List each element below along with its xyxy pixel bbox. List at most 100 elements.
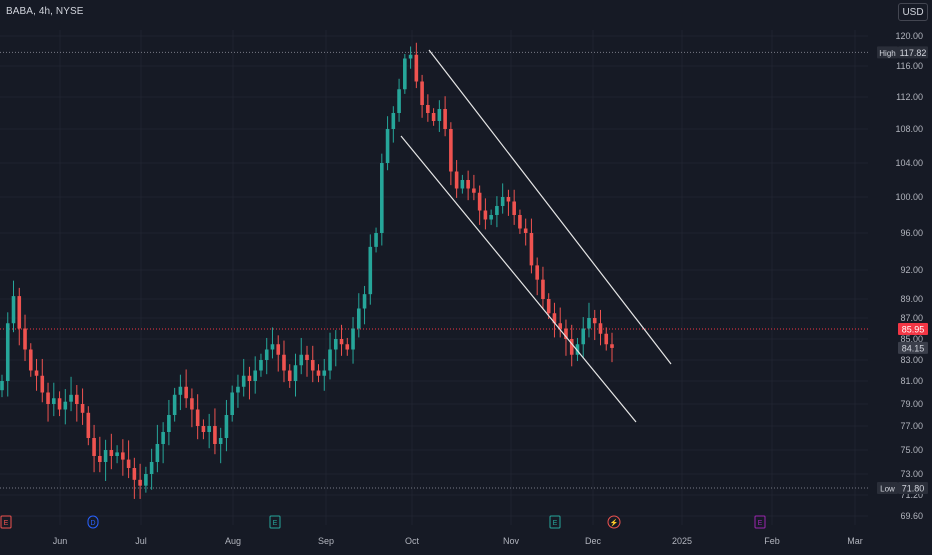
candle-body xyxy=(241,375,246,387)
candle-body xyxy=(397,89,401,113)
candle-body xyxy=(535,265,539,280)
candle-body xyxy=(477,192,482,211)
candle-body xyxy=(115,452,119,456)
candle-body xyxy=(172,394,177,415)
candle-body xyxy=(63,401,68,410)
y-tick-label: 77.00 xyxy=(900,421,923,431)
event-icon-glyph: E xyxy=(4,520,9,527)
event-icon-glyph: ⚡ xyxy=(610,518,619,527)
candle-body xyxy=(575,344,580,355)
candle-body xyxy=(339,339,344,345)
candle-body xyxy=(69,394,73,402)
price-label-bg xyxy=(898,341,928,354)
candle-body xyxy=(345,344,350,350)
candle-body xyxy=(552,313,557,324)
y-tick-label: 112.00 xyxy=(896,92,923,102)
candle-body xyxy=(126,459,131,468)
candle-body xyxy=(333,339,338,350)
x-tick-label: Sep xyxy=(318,536,334,546)
candle-body xyxy=(500,197,505,206)
candle-body xyxy=(610,344,614,348)
candle-body xyxy=(587,318,591,329)
candle-body xyxy=(282,354,286,371)
y-tick-label: 81.00 xyxy=(900,376,923,386)
candle-body xyxy=(529,233,534,266)
candle-body xyxy=(449,129,453,172)
high-value-label-bg xyxy=(898,46,928,59)
x-tick-label: Dec xyxy=(585,536,602,546)
event-icon-glyph: E xyxy=(273,520,278,527)
candle-body xyxy=(270,344,275,350)
dividend-icon xyxy=(87,515,99,529)
high-marker-tag: High xyxy=(879,49,895,58)
candle-body xyxy=(149,462,154,474)
currency-button[interactable]: USD xyxy=(898,3,928,21)
candle-body xyxy=(518,215,522,229)
candle-body xyxy=(558,323,563,329)
candle-body xyxy=(374,233,378,247)
candle-body xyxy=(443,109,447,129)
candle-body xyxy=(472,188,476,193)
candle-body xyxy=(420,81,424,105)
y-tick-label: 83.00 xyxy=(900,355,923,365)
candle-body xyxy=(5,323,10,381)
candle-body xyxy=(155,444,160,462)
candle-body xyxy=(80,404,85,413)
candle-body xyxy=(132,468,137,480)
candle-body xyxy=(109,450,114,456)
candle-body xyxy=(426,105,430,113)
candle-body xyxy=(161,432,165,444)
candle-body xyxy=(23,328,27,350)
candle-body xyxy=(581,328,586,345)
candle-body xyxy=(598,323,603,334)
candle-body xyxy=(316,370,321,376)
y-tick-label: 100.00 xyxy=(895,192,923,202)
x-tick-label: 2025 xyxy=(672,536,692,546)
y-tick-label: 75.00 xyxy=(900,445,923,455)
y-tick-label: 85.00 xyxy=(900,334,923,344)
low-value-label-bg xyxy=(898,482,928,494)
last-price-label-bg xyxy=(898,323,928,336)
candle-body xyxy=(483,210,488,220)
candle-body xyxy=(564,328,568,339)
candle-body xyxy=(287,370,292,381)
candle-body xyxy=(328,349,332,371)
y-tick-label: 108.00 xyxy=(895,124,923,134)
candle-body xyxy=(86,412,91,438)
candle-body xyxy=(201,426,206,432)
low-marker-tag-bg xyxy=(877,482,898,494)
candle-body xyxy=(356,308,361,329)
y-tick-label: 120.00 xyxy=(895,31,923,41)
candle-body xyxy=(276,344,281,355)
candle-body xyxy=(305,354,309,360)
y-tick-label: 79.00 xyxy=(900,399,923,409)
candle-body xyxy=(92,438,96,456)
candle-body xyxy=(11,296,16,324)
y-tick-label: 71.20 xyxy=(900,490,923,500)
candle-body xyxy=(362,294,367,309)
candle-body xyxy=(144,474,148,486)
earnings-icon xyxy=(549,515,561,529)
y-tick-label: 92.00 xyxy=(900,265,923,275)
last-price-label: 85.95 xyxy=(902,325,925,335)
candle-body xyxy=(34,370,39,376)
candle-body xyxy=(224,415,229,438)
event-icon-glyph: D xyxy=(90,520,95,527)
candle-body xyxy=(592,318,597,324)
candle-body xyxy=(178,386,183,395)
candle-body xyxy=(264,349,269,360)
candle-body xyxy=(403,58,407,90)
candle-body xyxy=(17,296,22,329)
candle-body xyxy=(121,452,125,460)
candle-body xyxy=(98,456,102,462)
candle-body xyxy=(103,450,108,462)
x-tick-label: Jul xyxy=(135,536,147,546)
price-label: 84.15 xyxy=(902,343,925,353)
symbol-title: BABA, 4h, NYSE xyxy=(6,6,84,17)
candle-body xyxy=(385,129,390,163)
candle-body xyxy=(495,206,499,215)
y-tick-label: 73.00 xyxy=(900,469,923,479)
candle-body xyxy=(253,370,258,381)
